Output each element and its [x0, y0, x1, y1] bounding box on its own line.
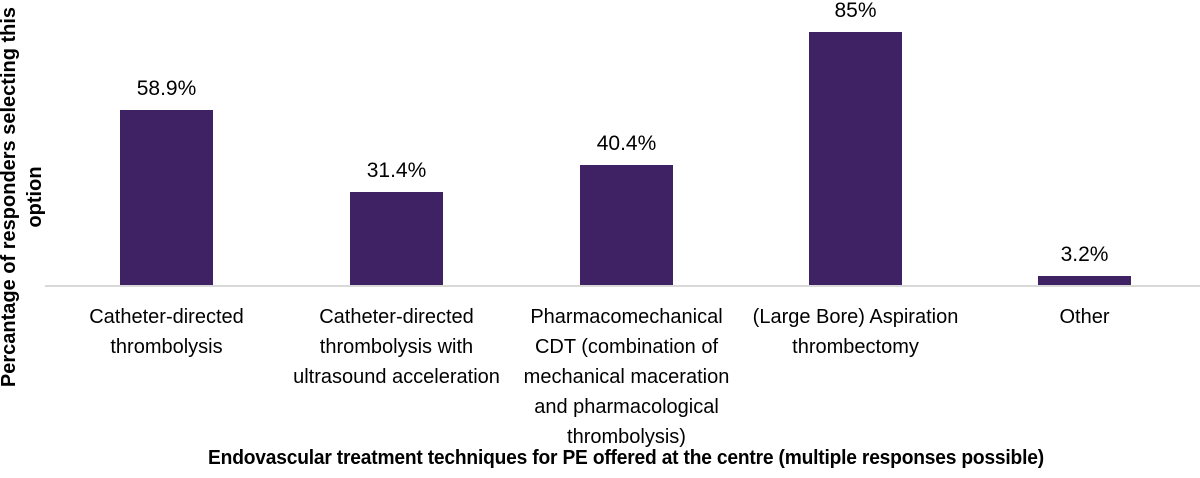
x-axis-line	[45, 285, 1200, 287]
category-label: Catheter-directed thrombolysis with ultr…	[293, 306, 500, 388]
x-axis-title: Endovascular treatment techniques for PE…	[208, 447, 1044, 469]
bar	[1038, 275, 1131, 285]
bar-value-label: 85%	[834, 0, 877, 22]
bar-value-label: 31.4%	[366, 158, 427, 182]
bar	[350, 191, 443, 285]
category-label: Other	[1059, 306, 1110, 328]
category-label: (Large Bore) Aspiration thrombectomy	[752, 306, 959, 358]
category-label: Pharmacomechanical CDT (combination of m…	[523, 306, 730, 448]
bar-value-label: 58.9%	[136, 76, 197, 100]
bar	[809, 32, 902, 285]
category-labels: Catheter-directed thrombolysis Catheter-d…	[0, 302, 1200, 448]
category-label: Catheter-directed thrombolysis	[89, 306, 244, 358]
plot-area: 58.9% 31.4% 40.4% 85% 3.2%	[120, 0, 1131, 285]
bar	[580, 164, 673, 285]
bar	[120, 109, 213, 285]
bar-value-label: 40.4%	[596, 131, 657, 155]
bar-value-label: 3.2%	[1060, 242, 1109, 266]
